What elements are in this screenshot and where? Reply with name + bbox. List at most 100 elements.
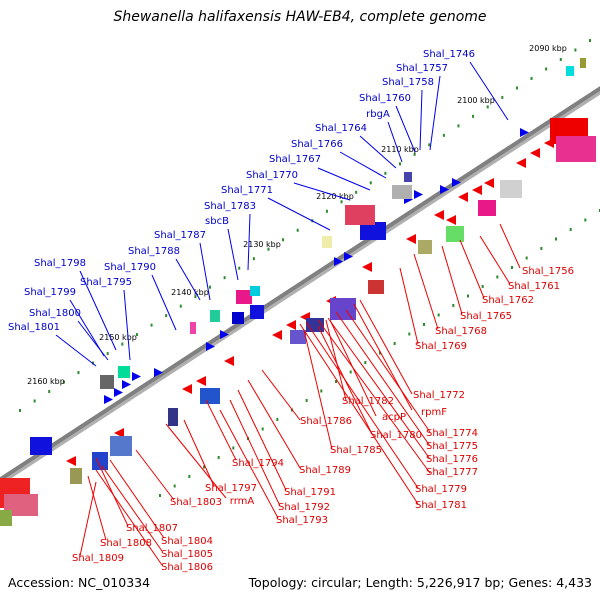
minus-gene-arrow bbox=[434, 210, 444, 220]
plus-label-leader bbox=[339, 151, 387, 179]
scale-tick bbox=[232, 446, 235, 450]
scale-tick bbox=[481, 285, 484, 288]
scale-tick bbox=[223, 276, 226, 280]
plus-label-leader bbox=[79, 270, 117, 351]
plus-label-leader bbox=[387, 121, 403, 163]
plus-gene-label: Shal_1787 bbox=[154, 230, 206, 241]
scale-tick bbox=[437, 313, 440, 317]
scale-tick bbox=[335, 380, 337, 383]
minus-gene-arrow bbox=[530, 148, 540, 158]
plus-gene-block bbox=[404, 172, 412, 182]
minus-gene-arrow bbox=[286, 320, 296, 330]
minus-gene-block bbox=[446, 226, 464, 242]
minus-gene-arrow bbox=[406, 234, 416, 244]
plus-gene-label: Shal_1801 bbox=[8, 322, 60, 333]
plus-gene-label: Shal_1799 bbox=[24, 287, 76, 298]
plus-label-leader bbox=[293, 182, 351, 201]
plus-gene-arrow bbox=[452, 178, 461, 187]
scale-tick bbox=[121, 342, 124, 346]
minus-label-leader bbox=[247, 379, 301, 469]
plus-gene-arrow bbox=[344, 252, 353, 261]
minus-gene-label: Shal_1792 bbox=[278, 502, 330, 513]
scale-tick bbox=[408, 332, 411, 336]
minus-label-leader bbox=[305, 321, 419, 489]
minus-label-leader bbox=[499, 223, 521, 269]
scale-tick bbox=[584, 218, 587, 222]
minus-gene-label: Shal_1797 bbox=[205, 483, 257, 494]
scale-tick bbox=[173, 484, 176, 488]
minus-gene-label: acpP bbox=[382, 412, 406, 423]
scale-tick bbox=[165, 314, 168, 318]
plus-gene-label: Shal_1766 bbox=[291, 139, 343, 150]
scale-tick bbox=[442, 133, 445, 137]
minus-gene-label: Shal_1785 bbox=[330, 445, 382, 456]
plus-gene-block bbox=[250, 286, 260, 296]
scale-tick bbox=[77, 371, 80, 375]
plus-gene-block bbox=[236, 290, 252, 304]
scale-label: 2090 kbp bbox=[529, 44, 567, 53]
plus-label-leader bbox=[359, 135, 397, 169]
accession-label: Accession: NC_010334 bbox=[8, 575, 151, 590]
minus-label-leader bbox=[329, 319, 377, 417]
minus-gene-label: Shal_1780 bbox=[370, 430, 422, 441]
plus-gene-label: Shal_1760 bbox=[359, 93, 411, 104]
minus-label-leader bbox=[183, 419, 215, 487]
plus-gene-label: Shal_1767 bbox=[269, 154, 321, 165]
minus-label-leader bbox=[345, 309, 431, 433]
minus-gene-label: Shal_1777 bbox=[426, 467, 478, 478]
minus-label-leader bbox=[135, 449, 175, 501]
plus-gene-block bbox=[190, 322, 196, 334]
minus-label-leader bbox=[219, 409, 279, 519]
scale-tick bbox=[496, 275, 499, 279]
minus-gene-label: Shal_1769 bbox=[415, 341, 467, 352]
minus-gene-block bbox=[368, 280, 384, 294]
plus-gene-block bbox=[360, 222, 386, 240]
scale-tick bbox=[399, 162, 401, 166]
minus-label-leader bbox=[229, 399, 281, 507]
plus-label-leader bbox=[247, 213, 251, 271]
minus-gene-block bbox=[500, 180, 522, 198]
scale-tick bbox=[320, 389, 323, 393]
minus-gene-label: Shal_1762 bbox=[482, 295, 534, 306]
minus-gene-block bbox=[110, 436, 132, 456]
minus-gene-arrow bbox=[182, 384, 192, 394]
scale-tick bbox=[472, 114, 475, 118]
minus-gene-label: Shal_1809 bbox=[72, 553, 124, 564]
scale-tick bbox=[486, 105, 489, 109]
scale-label: 2130 kbp bbox=[243, 240, 281, 249]
scale-tick bbox=[545, 67, 548, 71]
genome-backbone bbox=[0, 86, 600, 482]
minus-label-leader bbox=[335, 311, 431, 447]
scale-tick bbox=[252, 257, 255, 261]
plus-label-leader bbox=[317, 167, 371, 191]
plus-gene-label: Shal_1758 bbox=[382, 77, 434, 88]
plus-gene-label: Shal_1764 bbox=[315, 123, 367, 134]
scale-tick bbox=[92, 361, 95, 365]
scale-tick bbox=[203, 465, 205, 469]
minus-label-leader bbox=[95, 469, 163, 566]
topology-label: Topology: circular; Length: 5,226,917 bp… bbox=[248, 575, 592, 590]
minus-label-leader bbox=[165, 423, 227, 499]
scale-tick bbox=[159, 494, 161, 497]
minus-label-leader bbox=[95, 457, 129, 527]
plus-gene-block bbox=[100, 375, 114, 389]
plus-label-leader bbox=[151, 274, 177, 331]
minus-gene-arrow bbox=[458, 192, 468, 202]
scale-tick bbox=[525, 256, 528, 260]
plus-gene-arrow bbox=[206, 342, 215, 351]
minus-gene-block bbox=[418, 240, 432, 254]
minus-label-leader bbox=[299, 323, 419, 505]
minus-gene-arrow bbox=[224, 356, 234, 366]
scale-tick bbox=[19, 409, 21, 412]
minus-label-leader bbox=[413, 253, 439, 330]
scale-tick bbox=[413, 152, 416, 156]
minus-gene-block bbox=[70, 468, 82, 484]
minus-label-leader bbox=[479, 235, 511, 285]
plus-gene-arrow bbox=[114, 388, 123, 397]
minus-gene-arrow bbox=[114, 428, 124, 438]
minus-gene-label: Shal_1794 bbox=[232, 458, 284, 469]
minus-gene-arrow bbox=[66, 456, 76, 466]
minus-gene-label: Shal_1805 bbox=[161, 549, 213, 560]
